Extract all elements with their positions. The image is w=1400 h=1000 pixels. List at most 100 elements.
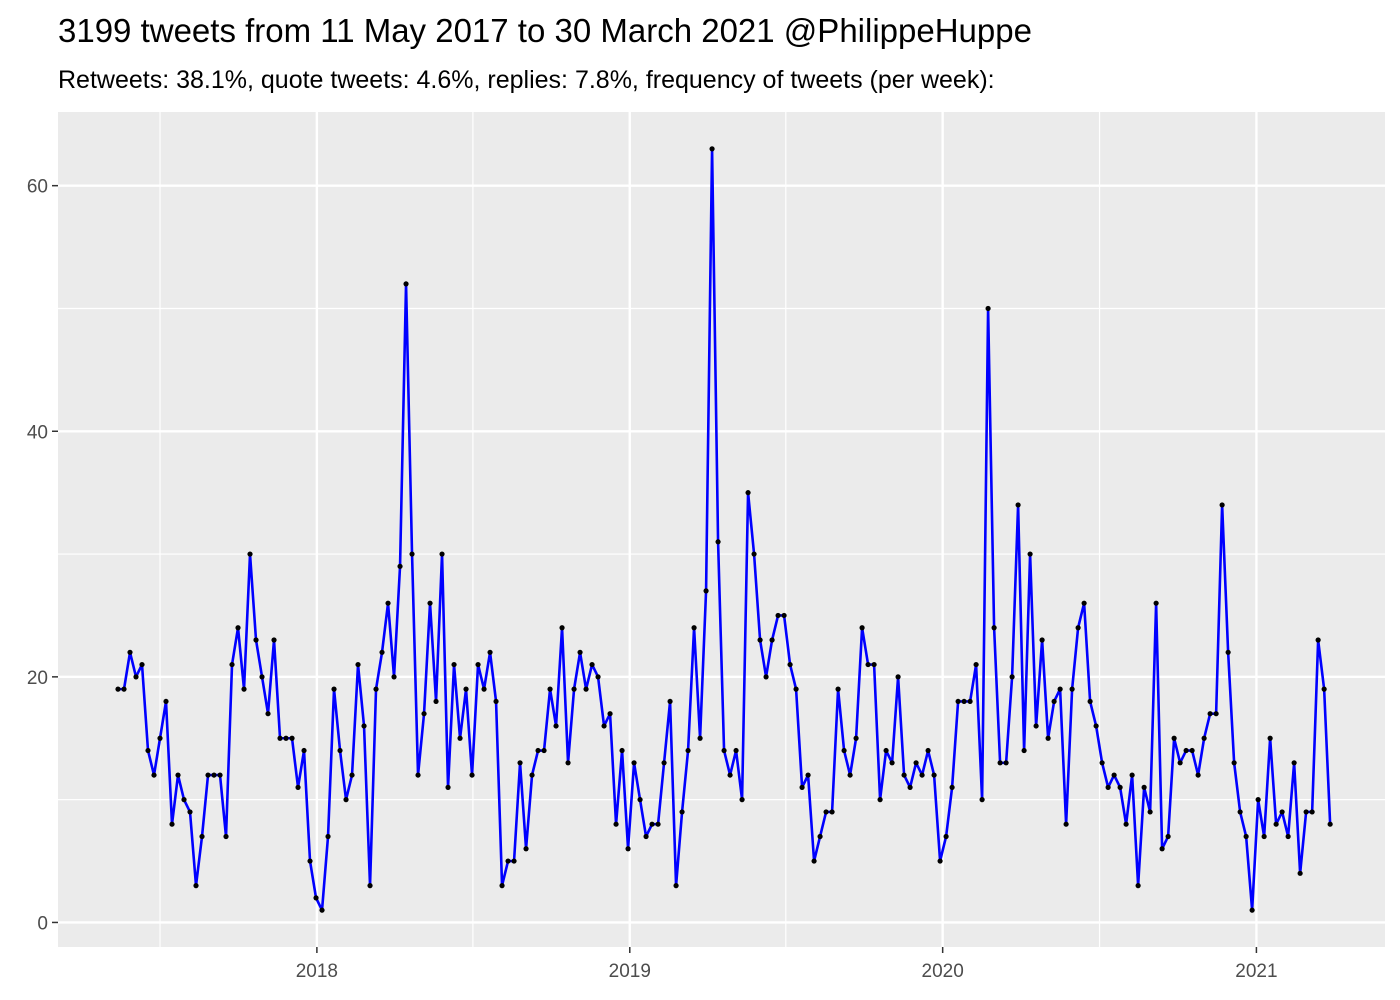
data-point xyxy=(301,747,307,754)
data-point xyxy=(1327,821,1333,827)
data-point xyxy=(1033,723,1039,729)
data-point xyxy=(235,625,241,631)
data-point xyxy=(127,649,133,655)
data-point xyxy=(703,588,709,594)
data-point xyxy=(1051,698,1057,705)
data-point xyxy=(745,490,751,496)
data-point xyxy=(481,686,487,692)
data-point xyxy=(349,772,355,778)
data-point xyxy=(715,539,721,545)
data-point xyxy=(1261,833,1267,840)
data-point xyxy=(1321,686,1327,692)
data-point xyxy=(223,833,229,840)
data-point xyxy=(661,760,667,766)
data-point xyxy=(829,809,835,815)
data-point xyxy=(973,661,979,668)
data-point xyxy=(775,612,781,619)
plot-panel xyxy=(58,112,1385,947)
data-point xyxy=(817,833,823,840)
data-point xyxy=(1303,809,1309,815)
data-point xyxy=(559,625,565,631)
data-point xyxy=(139,661,145,668)
data-point xyxy=(439,551,445,557)
data-point xyxy=(985,305,991,312)
data-point xyxy=(823,809,829,815)
data-point xyxy=(307,858,313,864)
data-point xyxy=(697,735,703,741)
data-point xyxy=(883,747,889,754)
data-point xyxy=(1255,797,1261,803)
data-point xyxy=(361,723,367,729)
data-point xyxy=(331,686,337,692)
x-tick-label: 2019 xyxy=(609,961,651,982)
data-point xyxy=(607,711,613,717)
data-point xyxy=(1123,821,1129,827)
data-point xyxy=(457,735,463,741)
data-point xyxy=(889,760,895,766)
data-point xyxy=(637,797,643,803)
data-point xyxy=(337,747,343,754)
data-point xyxy=(1309,809,1315,815)
x-tick-label: 2021 xyxy=(1235,961,1277,982)
data-point xyxy=(259,674,265,680)
data-point xyxy=(655,821,661,827)
data-point xyxy=(343,797,349,803)
data-point xyxy=(175,772,181,778)
data-point xyxy=(589,661,595,668)
data-point xyxy=(385,600,391,606)
data-point xyxy=(1279,809,1285,815)
data-point xyxy=(913,760,919,766)
data-point xyxy=(193,883,199,889)
data-point xyxy=(949,784,955,790)
data-point xyxy=(619,747,625,754)
data-point xyxy=(229,661,235,668)
data-point xyxy=(211,772,217,778)
data-point xyxy=(1027,551,1033,557)
data-point xyxy=(925,747,931,754)
data-point xyxy=(157,735,163,741)
data-point xyxy=(1159,846,1165,852)
data-point xyxy=(397,563,403,569)
data-point xyxy=(415,772,421,778)
data-point xyxy=(583,686,589,692)
data-point xyxy=(265,711,271,717)
data-point xyxy=(271,637,277,643)
data-point xyxy=(871,661,877,668)
data-point xyxy=(1129,772,1135,778)
data-point xyxy=(751,551,757,557)
data-point xyxy=(511,858,517,864)
data-point xyxy=(1105,784,1111,790)
data-point xyxy=(961,698,967,705)
data-point xyxy=(553,723,559,729)
data-point xyxy=(313,895,319,901)
data-point xyxy=(217,772,223,778)
grid-minor xyxy=(58,112,1385,947)
data-point xyxy=(445,784,451,790)
data-point xyxy=(763,674,769,680)
data-point xyxy=(1177,760,1183,766)
data-point xyxy=(787,661,793,668)
data-point xyxy=(181,797,187,803)
data-point xyxy=(1087,698,1093,705)
data-point xyxy=(145,747,151,754)
data-point xyxy=(1147,809,1153,815)
data-point xyxy=(1297,870,1303,876)
data-point xyxy=(1249,907,1255,913)
data-point xyxy=(1243,833,1249,840)
data-point xyxy=(433,698,439,705)
data-point xyxy=(721,747,727,754)
y-tick-label: 40 xyxy=(27,422,48,443)
data-point xyxy=(649,821,655,827)
data-point xyxy=(919,772,925,778)
data-point xyxy=(319,907,325,913)
data-point xyxy=(199,833,205,840)
data-point xyxy=(535,747,541,754)
data-point xyxy=(901,772,907,778)
data-point xyxy=(625,846,631,852)
data-point xyxy=(169,821,175,827)
data-point xyxy=(595,674,601,680)
data-point xyxy=(931,772,937,778)
data-point xyxy=(997,760,1003,766)
y-tick-label: 60 xyxy=(27,177,48,198)
